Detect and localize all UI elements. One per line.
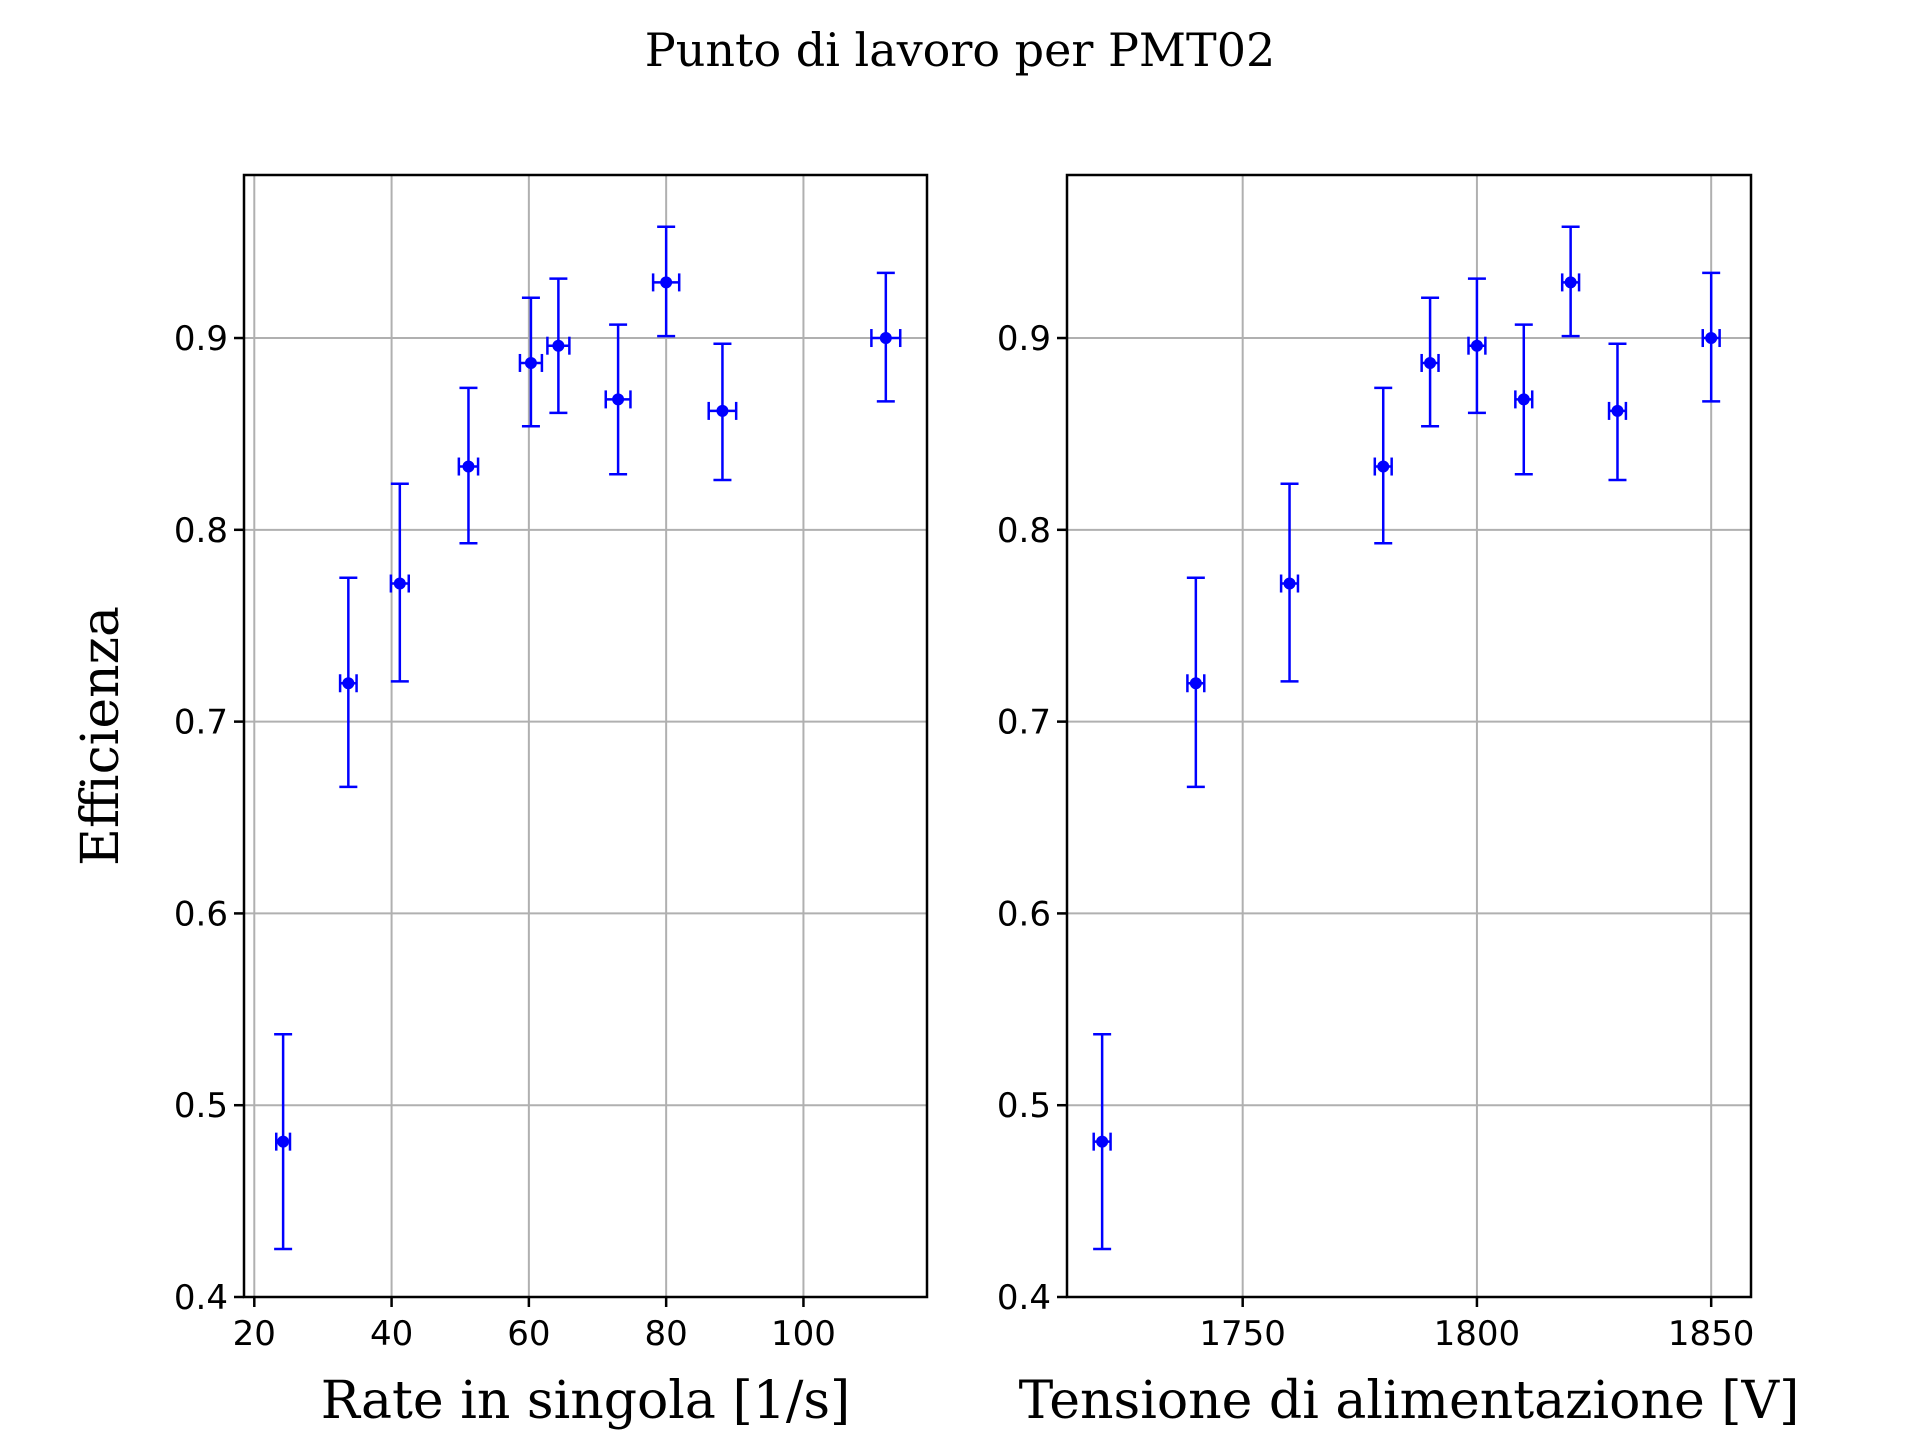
y-tick-label: 0.8	[997, 511, 1051, 551]
axes-frame	[1065, 173, 1753, 1299]
data-point	[1424, 356, 1437, 369]
x-tick-label: 80	[645, 1314, 688, 1354]
y-tick-label: 0.4	[174, 1278, 228, 1318]
y-tick-label: 0.9	[174, 319, 228, 359]
x-tick-label: 60	[507, 1314, 550, 1354]
axes-frame	[242, 173, 929, 1299]
y-tick-label: 0.6	[997, 894, 1051, 934]
x-tick-label: 1750	[1199, 1314, 1286, 1354]
data-point	[552, 339, 565, 352]
figure-title: Punto di lavoro per PMT02	[645, 23, 1275, 77]
data-point	[342, 677, 355, 690]
data-point	[660, 276, 673, 289]
data-series	[1092, 225, 1721, 1251]
y-tick-label: 0.7	[997, 703, 1051, 743]
x-axis-label: Rate in singola [1/s]	[321, 1371, 851, 1431]
data-point	[1611, 404, 1624, 417]
data-point	[716, 404, 729, 417]
right-panel-voltage: 1750 1800 1850 0.4 0.5 0.6 0.7 0.8 0.9 Tensione d…	[997, 173, 1800, 1431]
data-point	[1283, 577, 1296, 590]
data-point	[462, 460, 475, 473]
x-tick-label: 20	[233, 1314, 276, 1354]
y-tick-label: 0.5	[997, 1086, 1051, 1126]
x-axis-label: Tensione di alimentazione [V]	[1019, 1371, 1800, 1431]
data-point	[277, 1135, 290, 1148]
data-point	[1377, 460, 1390, 473]
left-panel-rate: 20 40 60 80 100 0.4 0.5 0.6 0.7 0.8 0.9 Rate in sin…	[71, 173, 929, 1431]
data-point	[1470, 339, 1483, 352]
y-tick-label: 0.5	[174, 1086, 228, 1126]
y-tick-label: 0.4	[997, 1278, 1051, 1318]
x-tick-label: 100	[771, 1314, 836, 1354]
y-tick-label: 0.6	[174, 894, 228, 934]
x-tick-label: 1800	[1434, 1314, 1521, 1354]
y-axis-label: Efficienza	[71, 606, 131, 866]
data-point	[612, 393, 625, 406]
data-point	[1189, 677, 1202, 690]
data-point	[1517, 393, 1530, 406]
data-point	[1564, 276, 1577, 289]
data-point	[1096, 1135, 1109, 1148]
data-point	[393, 577, 406, 590]
x-tick-label: 40	[370, 1314, 413, 1354]
y-tick-label: 0.7	[174, 703, 228, 743]
y-tick-label: 0.9	[997, 319, 1051, 359]
data-series	[274, 225, 902, 1251]
data-point	[524, 356, 537, 369]
data-point	[879, 332, 892, 345]
data-point	[1705, 332, 1718, 345]
x-tick-label: 1850	[1668, 1314, 1755, 1354]
y-tick-label: 0.8	[174, 511, 228, 551]
